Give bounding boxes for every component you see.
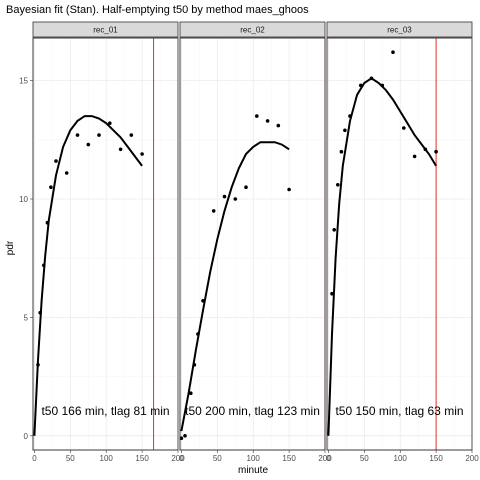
strip: [326, 21, 473, 38]
x-tick-label: 200: [465, 454, 479, 463]
fit-curve: [33, 115, 143, 436]
fit-curve: [180, 141, 290, 432]
data-point: [140, 152, 144, 156]
panels: 0 5 10 15 rec_01 t50 166 min, tlag 81 min 0 50 1…: [19, 21, 479, 463]
data-point: [192, 363, 197, 367]
panel-rec_03: rec_03 t50 150 min, tlag 63 min 0 50 100 150 2…: [326, 21, 479, 463]
data-point: [402, 126, 406, 130]
t50-annotation: t50 150 min, tlag 63 min: [335, 404, 463, 418]
panel-border: [326, 37, 473, 451]
data-point: [189, 391, 193, 396]
data-point: [129, 133, 134, 137]
x-tick-label: 100: [394, 454, 408, 463]
x-tick-label: 0: [326, 454, 331, 463]
chart-title: Bayesian fit (Stan). Half-emptying t50 b…: [6, 4, 309, 16]
x-tick-label: 50: [360, 454, 369, 463]
x-tick-label: 0: [32, 454, 37, 463]
panel-background: [179, 37, 326, 451]
data-point: [86, 142, 91, 147]
data-point: [54, 159, 58, 163]
data-point: [233, 197, 238, 201]
data-point: [348, 114, 352, 118]
data-point: [183, 434, 187, 438]
x-tick-label: 200: [318, 454, 332, 463]
data-point: [380, 83, 385, 88]
panel-background: [326, 37, 473, 451]
x-axis-title: minute: [238, 465, 268, 476]
x-tick-label: 150: [429, 454, 443, 463]
data-point: [108, 121, 112, 125]
x-tick-label: 150: [135, 454, 149, 463]
t50-annotation: t50 166 min, tlag 81 min: [41, 404, 169, 418]
strip: [32, 21, 179, 38]
x-tick-label: 50: [213, 454, 222, 463]
panel-rec_01: rec_01 t50 166 min, tlag 81 min 0 50 100 150 2…: [32, 21, 185, 463]
fit-curve: [327, 77, 437, 436]
data-point: [369, 76, 374, 81]
x-tick-label: 200: [171, 454, 185, 463]
data-point: [330, 291, 334, 296]
panel-rec_02: rec_02 t50 200 min, tlag 123 min 0 50 100 150…: [179, 21, 332, 463]
data-point: [196, 332, 200, 336]
data-point: [254, 114, 259, 118]
panel-border: [32, 37, 179, 451]
data-point: [332, 228, 337, 232]
strip-label: rec_01: [93, 26, 118, 35]
y-axis-title: pdr: [5, 240, 16, 255]
data-point: [336, 183, 340, 187]
data-point: [201, 299, 205, 303]
x-tick-label: 100: [247, 454, 261, 463]
x-tick-label: 100: [100, 454, 114, 463]
data-point: [222, 194, 227, 199]
x-tick-label: 0: [179, 454, 184, 463]
panel-border: [179, 37, 326, 451]
y-tick-label: 10: [19, 195, 28, 204]
y-tick-label: 15: [19, 77, 28, 86]
strip-label: rec_03: [387, 26, 412, 35]
y-tick-label: 0: [24, 432, 29, 441]
y-tick-label: 5: [24, 313, 29, 322]
data-point: [412, 154, 417, 159]
data-point: [118, 147, 123, 152]
data-point: [75, 133, 80, 137]
data-point: [276, 123, 281, 128]
data-point: [358, 83, 363, 88]
x-tick-label: 50: [66, 454, 75, 463]
data-point: [64, 171, 69, 175]
data-point: [244, 185, 248, 189]
data-point: [97, 133, 101, 137]
data-point: [343, 128, 347, 133]
strip-label: rec_02: [240, 26, 265, 35]
data-point: [42, 263, 46, 268]
data-point: [211, 209, 216, 213]
x-tick-label: 150: [282, 454, 296, 463]
data-point: [339, 149, 344, 154]
panel-background: [32, 37, 179, 451]
strip: [179, 21, 326, 38]
data-point: [423, 147, 428, 152]
data-point: [38, 310, 42, 315]
data-point: [287, 187, 291, 192]
data-point: [434, 149, 438, 154]
data-point: [36, 363, 40, 367]
data-point: [49, 185, 53, 189]
data-point: [391, 50, 395, 54]
data-point: [179, 436, 184, 441]
data-point: [265, 119, 270, 123]
t50-annotation: t50 200 min, tlag 123 min: [185, 404, 320, 418]
data-point: [45, 220, 50, 225]
